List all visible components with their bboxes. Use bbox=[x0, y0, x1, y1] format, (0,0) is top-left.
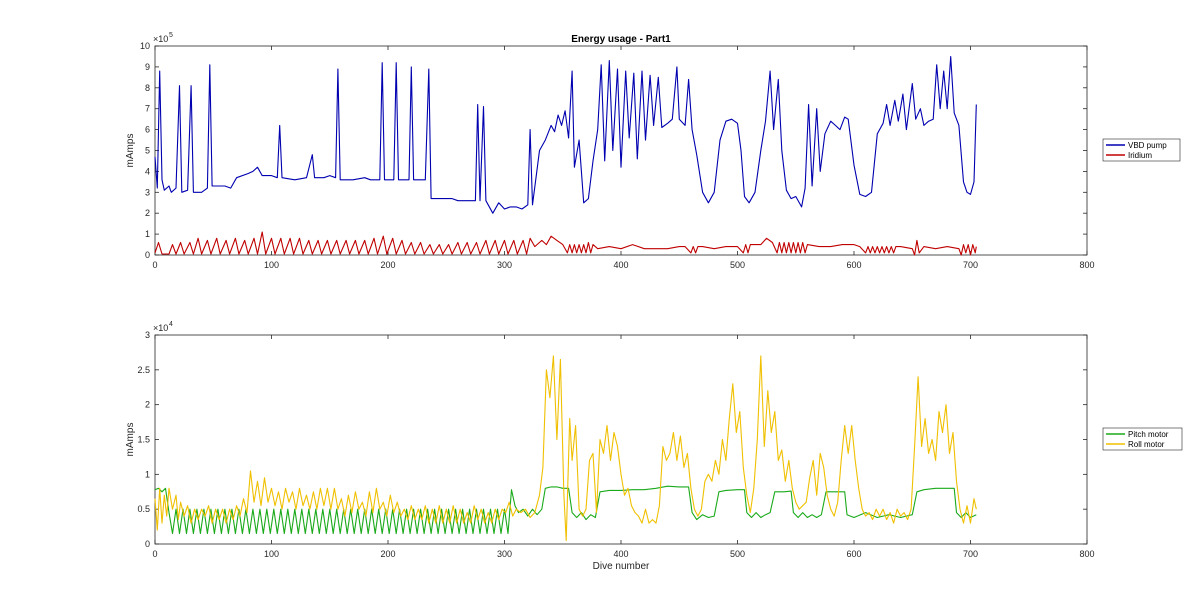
legend-label: Iridium bbox=[1128, 151, 1152, 160]
axes-bottom: 0 100 200 300 400 500 600 700 800 0 0.5 1 1.5 2 2.5 3×1… bbox=[125, 321, 1183, 572]
x-tick-label: 700 bbox=[963, 549, 978, 559]
series-line-iridium bbox=[154, 231, 977, 256]
x-tick-label: 600 bbox=[846, 260, 861, 270]
y-tick-label: 3 bbox=[145, 187, 150, 197]
x-tick-label: 500 bbox=[730, 549, 745, 559]
y-exponent-label: ×10 bbox=[153, 34, 168, 44]
legend-label: Roll motor bbox=[1128, 440, 1165, 449]
y-tick-label: 2.5 bbox=[137, 365, 150, 375]
x-tick-label: 300 bbox=[497, 549, 512, 559]
y-exponent-label: ×10 bbox=[153, 323, 168, 333]
x-tick-label: 300 bbox=[497, 260, 512, 270]
x-tick-label: 100 bbox=[264, 260, 279, 270]
x-tick-label: 0 bbox=[152, 260, 157, 270]
legend-label: VBD pump bbox=[1128, 141, 1167, 150]
y-tick-label: 0 bbox=[145, 250, 150, 260]
x-tick-label: 600 bbox=[846, 549, 861, 559]
y-tick-label: 8 bbox=[145, 83, 150, 93]
x-tick-label: 400 bbox=[613, 549, 628, 559]
y-tick-label: 2 bbox=[145, 400, 150, 410]
y-tick-label: 9 bbox=[145, 62, 150, 72]
x-tick-label: 800 bbox=[1079, 260, 1094, 270]
series-line-pitch-motor bbox=[154, 485, 977, 535]
y-tick-label: 10 bbox=[140, 41, 150, 51]
x-tick-label: 200 bbox=[380, 260, 395, 270]
y-tick-label: 5 bbox=[145, 146, 150, 156]
plot-area bbox=[154, 45, 1088, 256]
y-axis-label: mAmps bbox=[125, 423, 136, 457]
y-exponent-power: 4 bbox=[169, 321, 173, 328]
legend-label: Pitch motor bbox=[1128, 430, 1169, 439]
x-tick-label: 0 bbox=[152, 549, 157, 559]
x-tick-label: 200 bbox=[380, 549, 395, 559]
y-tick-label: 2 bbox=[145, 208, 150, 218]
x-tick-label: 100 bbox=[264, 549, 279, 559]
chart-title: Energy usage - Part1 bbox=[571, 34, 671, 45]
y-tick-label: 6 bbox=[145, 125, 150, 135]
axes-top: 0 100 200 300 400 500 600 700 800 0 1 2 3 4 5 6 7 8 9 10×10… bbox=[125, 32, 1181, 270]
x-tick-label: 800 bbox=[1079, 549, 1094, 559]
x-axis-label: Dive number bbox=[593, 561, 650, 572]
y-tick-label: 4 bbox=[145, 166, 150, 176]
y-tick-label: 0 bbox=[145, 539, 150, 549]
y-tick-label: 7 bbox=[145, 104, 150, 114]
y-tick-label: 0.5 bbox=[137, 504, 150, 514]
series-line-vbd-pump bbox=[154, 55, 977, 214]
y-exponent-power: 5 bbox=[169, 32, 173, 39]
x-tick-label: 700 bbox=[963, 260, 978, 270]
series-line-roll-motor bbox=[154, 355, 977, 542]
y-axis-label: mAmps bbox=[125, 134, 136, 168]
y-tick-label: 1.5 bbox=[137, 435, 150, 445]
y-tick-label: 1 bbox=[145, 229, 150, 239]
x-tick-label: 400 bbox=[613, 260, 628, 270]
x-tick-label: 500 bbox=[730, 260, 745, 270]
y-tick-label: 1 bbox=[145, 469, 150, 479]
y-tick-label: 3 bbox=[145, 330, 150, 340]
